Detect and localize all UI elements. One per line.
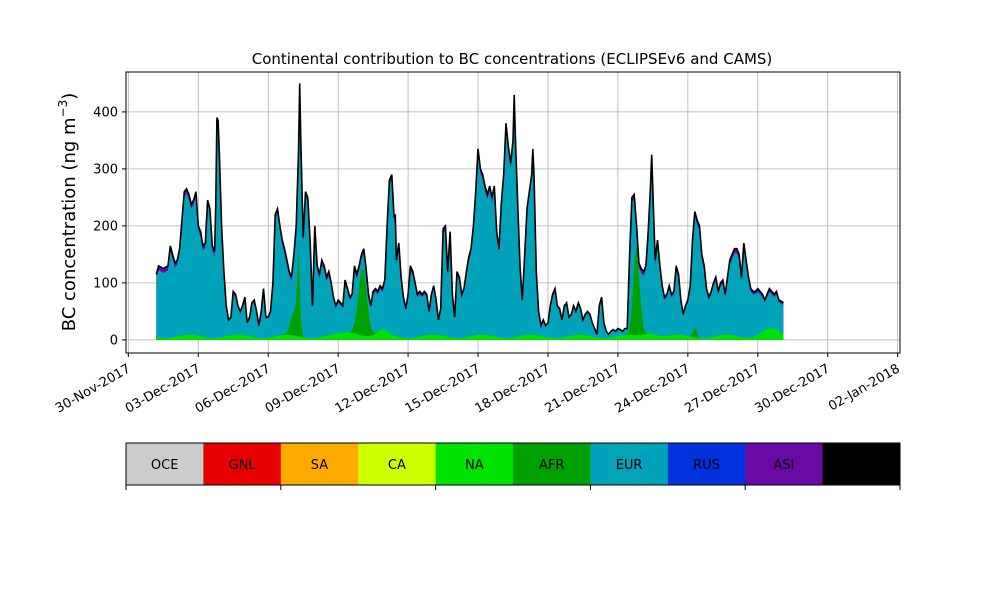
legend-swatch-asi <box>745 443 824 485</box>
legend-label-asi: ASI <box>773 458 794 473</box>
y-axis-label-exponent: −3 <box>56 100 70 118</box>
legend-label-eur: EUR <box>616 458 643 473</box>
legend-swatch-ca <box>358 443 437 485</box>
y-tick-label: 0 <box>110 333 118 348</box>
legend-swatch-gnl <box>203 443 282 485</box>
x-tick-label: 27-Dec-2017 <box>682 361 762 416</box>
x-tick-label: 18-Dec-2017 <box>473 361 553 416</box>
legend-swatch-afr <box>513 443 591 485</box>
legend-label-afr: AFR <box>539 458 564 473</box>
y-axis-ticks: 0 100 200 300 400 <box>93 105 126 348</box>
x-tick-label: 06-Dec-2017 <box>193 361 273 416</box>
x-tick-label: 02-Jan-2018 <box>826 361 903 414</box>
legend-swatch-oce <box>126 443 204 485</box>
legend-swatch-rus <box>667 443 746 485</box>
legend-colorbar: OCE GNL SA CA NA AFR EUR RUS ASI AUS <box>125 442 901 490</box>
x-tick-label: 24-Dec-2017 <box>612 361 692 416</box>
x-tick-label: 09-Dec-2017 <box>263 361 343 416</box>
y-tick-label: 100 <box>93 276 118 291</box>
x-tick-label: 12-Dec-2017 <box>333 361 413 416</box>
plot-frame <box>125 71 901 354</box>
legend-swatch-sa <box>280 443 359 485</box>
x-axis-ticks: 30-Nov-201703-Dec-201706-Dec-201709-Dec-… <box>53 353 903 417</box>
y-tick-label: 300 <box>93 162 118 177</box>
legend-label-na: NA <box>465 458 484 473</box>
x-tick-label: 21-Dec-2017 <box>543 361 623 416</box>
legend-swatch-aus <box>822 443 901 485</box>
legend-label-gnl: GNL <box>229 458 257 473</box>
legend-label-rus: RUS <box>693 458 720 473</box>
total-line <box>155 83 784 336</box>
y-axis-label-close: ) <box>59 93 80 100</box>
legend-swatch-eur <box>590 443 669 485</box>
legend-label-sa: SA <box>311 458 328 473</box>
x-tick-label: 30-Dec-2017 <box>752 361 832 416</box>
svg-text:BC concentration (ng m−3): BC concentration (ng m−3) <box>56 93 80 332</box>
y-tick-label: 200 <box>93 219 118 234</box>
legend-swatch-na <box>435 443 514 485</box>
x-tick-label: 15-Dec-2017 <box>403 361 483 416</box>
chart-title: Continental contribution to BC concentra… <box>252 50 773 68</box>
area-na <box>156 328 784 340</box>
x-tick-label: 03-Dec-2017 <box>123 361 203 416</box>
area-eur <box>156 88 784 340</box>
x-tick-label: 30-Nov-2017 <box>53 361 133 416</box>
plot-areas <box>155 83 784 340</box>
legend-label-oce: OCE <box>151 458 179 473</box>
y-axis-label: BC concentration (ng m−3) <box>56 93 80 332</box>
y-tick-label: 400 <box>93 105 118 120</box>
legend-label-aus: AUS <box>848 458 875 473</box>
legend-frame <box>125 442 901 486</box>
y-axis-label-main: BC concentration (ng m <box>59 117 80 331</box>
legend-label-ca: CA <box>388 458 406 473</box>
